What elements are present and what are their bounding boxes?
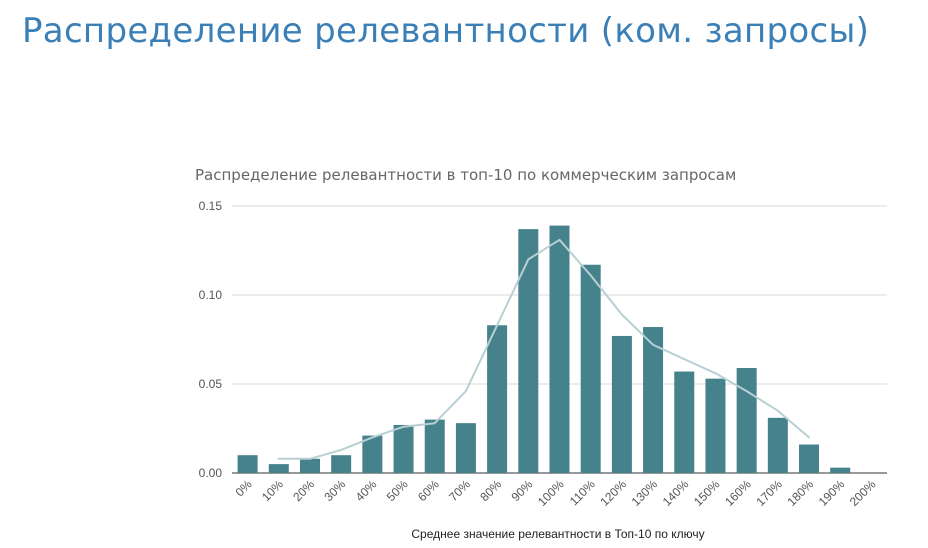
y-axis: 0.00 0.05 0.10 0.15 — [199, 199, 223, 480]
x-axis-label: Среднее значение релевантности в Топ-10 … — [411, 527, 704, 541]
bar — [736, 367, 757, 473]
x-tick-label: 0% — [233, 477, 255, 499]
bar — [549, 225, 570, 473]
bar — [830, 467, 851, 473]
chart-title: Распределение релевантности в топ-10 по … — [195, 166, 736, 184]
x-tick-label: 60% — [415, 477, 442, 504]
x-tick-label: 50% — [384, 477, 411, 504]
trendline — [277, 238, 810, 460]
x-tick-label: 40% — [353, 477, 380, 504]
x-tick-label: 130% — [629, 477, 661, 509]
x-tick-label: 160% — [722, 477, 754, 509]
x-tick-label: 100% — [535, 477, 567, 509]
bar — [643, 327, 664, 473]
y-tick-label: 0.00 — [199, 466, 223, 480]
bar — [767, 417, 788, 473]
bar — [799, 444, 820, 473]
x-axis: 0% 10% 20% 30% 40% 50% 60% 70% 80% 90% 100% 110% 120… — [233, 477, 879, 509]
bar — [580, 264, 601, 473]
bar — [611, 335, 632, 473]
x-tick-label: 200% — [847, 477, 879, 509]
bar — [487, 325, 508, 473]
bar — [424, 419, 445, 473]
bar — [299, 458, 320, 473]
x-tick-label: 30% — [321, 477, 348, 504]
bar — [237, 455, 258, 473]
x-tick-label: 110% — [567, 477, 598, 508]
bar — [331, 455, 352, 473]
trendline-layer — [277, 238, 810, 460]
x-tick-label: 180% — [785, 477, 817, 509]
y-tick-label: 0.15 — [199, 199, 223, 213]
x-tick-label: 140% — [660, 477, 692, 509]
x-tick-label: 120% — [597, 477, 629, 509]
x-tick-label: 170% — [753, 477, 785, 509]
bar — [393, 424, 414, 473]
y-tick-label: 0.05 — [199, 377, 223, 391]
x-tick-label: 150% — [691, 477, 723, 509]
bar — [362, 435, 383, 473]
slide-title: Распределение релевантности (ком. запрос… — [22, 11, 870, 51]
bars — [237, 225, 851, 473]
x-tick-label: 10% — [259, 477, 286, 504]
bar — [455, 423, 476, 473]
x-tick-label: 70% — [446, 477, 473, 504]
bar — [674, 371, 695, 473]
x-tick-label: 190% — [816, 477, 848, 509]
bar — [705, 378, 726, 473]
bar — [268, 464, 289, 473]
x-tick-label: 20% — [290, 477, 317, 504]
y-tick-label: 0.10 — [199, 288, 223, 302]
x-tick-label: 90% — [509, 477, 536, 504]
bar — [518, 229, 539, 473]
x-tick-label: 80% — [477, 477, 504, 504]
